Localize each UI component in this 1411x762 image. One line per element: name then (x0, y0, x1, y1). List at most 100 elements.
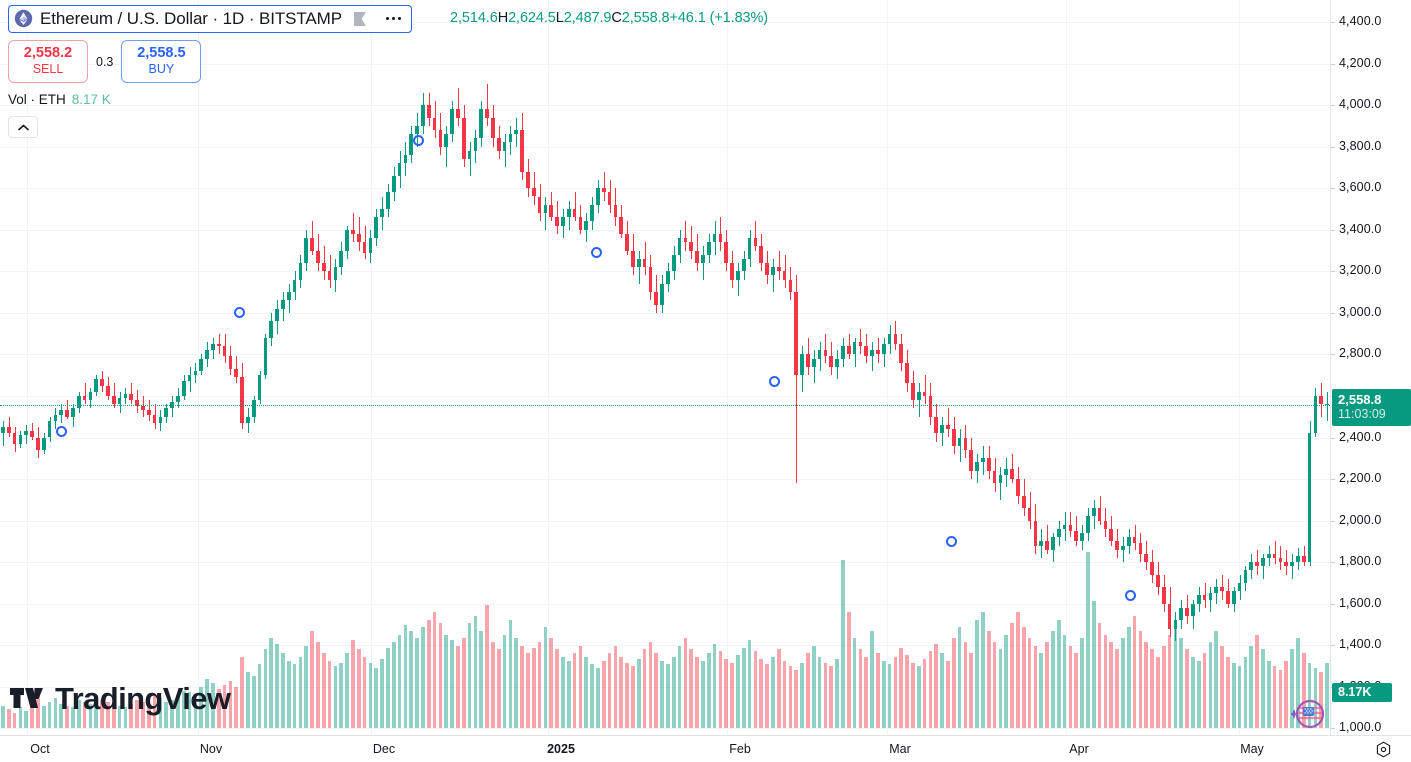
gridline-horizontal (0, 562, 1330, 564)
candle-body (1109, 528, 1114, 542)
candle-body (310, 238, 314, 251)
candle-wick (796, 275, 797, 484)
volume-bar (71, 707, 75, 728)
time-tick-label: Mar (889, 742, 911, 756)
time-tick-label: May (1240, 742, 1264, 756)
volume-bar (846, 612, 851, 728)
candle-body (485, 109, 489, 118)
volume-bar (1266, 660, 1271, 728)
sell-price: 2,558.2 (23, 45, 73, 61)
chart-gridlines (0, 0, 1330, 735)
candle-body (152, 414, 157, 423)
volume-bar (648, 642, 653, 728)
price-tick-label: 3,000.0 (1339, 304, 1382, 319)
flag-icon[interactable] (353, 11, 368, 27)
candle-body (747, 238, 752, 259)
volume-bar (1161, 645, 1166, 728)
volume-bar (106, 701, 110, 728)
signal-marker[interactable] (590, 247, 602, 259)
volume-bar (1173, 623, 1178, 728)
buy-label: BUY (148, 62, 175, 76)
price-tick-label: 2,400.0 (1339, 429, 1382, 444)
volume-bar (642, 649, 647, 728)
volume-bar (467, 623, 472, 728)
collapse-pane-button[interactable] (8, 116, 38, 138)
volume-bar (887, 664, 892, 728)
candle-body (380, 208, 384, 218)
candle-body (934, 416, 939, 434)
candle-body (6, 427, 11, 434)
price-tick-mark (1331, 562, 1335, 564)
volume-bar (1226, 656, 1230, 728)
signal-marker[interactable] (412, 134, 424, 146)
signal-marker[interactable] (945, 535, 957, 547)
candle-body (899, 344, 904, 363)
volume-bar (584, 656, 589, 728)
price-tick-mark (1331, 437, 1335, 439)
price-tick-label: 4,400.0 (1339, 14, 1382, 28)
volume-bar (1126, 627, 1131, 728)
crosshair-settings-icon[interactable] (1375, 741, 1392, 758)
chart-canvas[interactable] (0, 0, 1330, 735)
volume-bar (59, 703, 64, 728)
volume-bar (771, 656, 775, 728)
ohlc-change: +46.1 (+1.83%) (669, 10, 769, 26)
volume-bar (53, 698, 58, 728)
price-axis[interactable]: 4,400.0 4,200.0 4,000.0 3,800.0 3,600.0 3,400… (1330, 0, 1411, 735)
volume-bar (240, 656, 244, 728)
candle-body (549, 204, 554, 218)
candle-body (1173, 620, 1178, 629)
volume-bar (117, 705, 122, 728)
volume-bar (1051, 630, 1055, 728)
candle-wick (353, 213, 354, 243)
tradingview-logo-icon (10, 687, 43, 708)
signal-marker[interactable] (233, 307, 245, 319)
gridline-horizontal (0, 105, 1330, 107)
volume-bar (561, 656, 565, 728)
volume-bar (100, 699, 104, 728)
volume-bar (911, 662, 915, 728)
gridline-horizontal (0, 645, 1330, 647)
sell-button[interactable]: 2,558.2 SELL (8, 40, 88, 83)
candle-body (1086, 516, 1090, 534)
candle-body (351, 229, 355, 234)
volume-bar (1150, 649, 1154, 728)
candle-body (1208, 593, 1213, 600)
candle-body (141, 406, 145, 411)
more-options-icon[interactable] (383, 15, 405, 23)
time-axis[interactable]: Oct Nov Dec 2025 Feb Mar Apr May (0, 735, 1411, 762)
volume-bar (590, 664, 594, 728)
candle-body (718, 233, 723, 243)
price-tick-label: 1,400.0 (1339, 637, 1382, 652)
candle-body (642, 258, 647, 268)
signal-marker[interactable] (55, 425, 67, 437)
volume-bar (269, 638, 274, 728)
signal-marker[interactable] (1124, 589, 1136, 601)
volume-bar (905, 655, 909, 728)
signal-marker[interactable] (768, 375, 780, 387)
volume-bar (1313, 668, 1318, 728)
volume-bar (654, 653, 659, 728)
candle-body (491, 117, 495, 139)
candle-wick (1210, 587, 1211, 612)
candle-body (1150, 562, 1154, 575)
candle-body (613, 204, 618, 218)
candle-body (181, 381, 186, 396)
buy-button[interactable]: 2,558.5 BUY (121, 40, 202, 83)
candle-body (374, 217, 379, 239)
volume-bar (1004, 634, 1009, 728)
volume-bar (246, 671, 250, 728)
candle-body (607, 192, 612, 205)
volume-bar (1109, 642, 1114, 728)
volume-bar (1086, 552, 1090, 728)
candle-body (1179, 607, 1184, 621)
volume-legend[interactable]: Vol · ETH 8.17 K (8, 92, 412, 107)
symbol-legend-row[interactable]: Ethereum / U.S. Dollar · 1D · BITSTAMP (8, 5, 413, 33)
candle-body (71, 408, 75, 417)
candle-body (269, 321, 274, 338)
candle-wick (85, 383, 86, 405)
candle-body (1138, 543, 1143, 554)
candle-wick (67, 400, 68, 419)
price-tick-mark (1331, 520, 1335, 522)
volume-bar (1284, 660, 1289, 728)
